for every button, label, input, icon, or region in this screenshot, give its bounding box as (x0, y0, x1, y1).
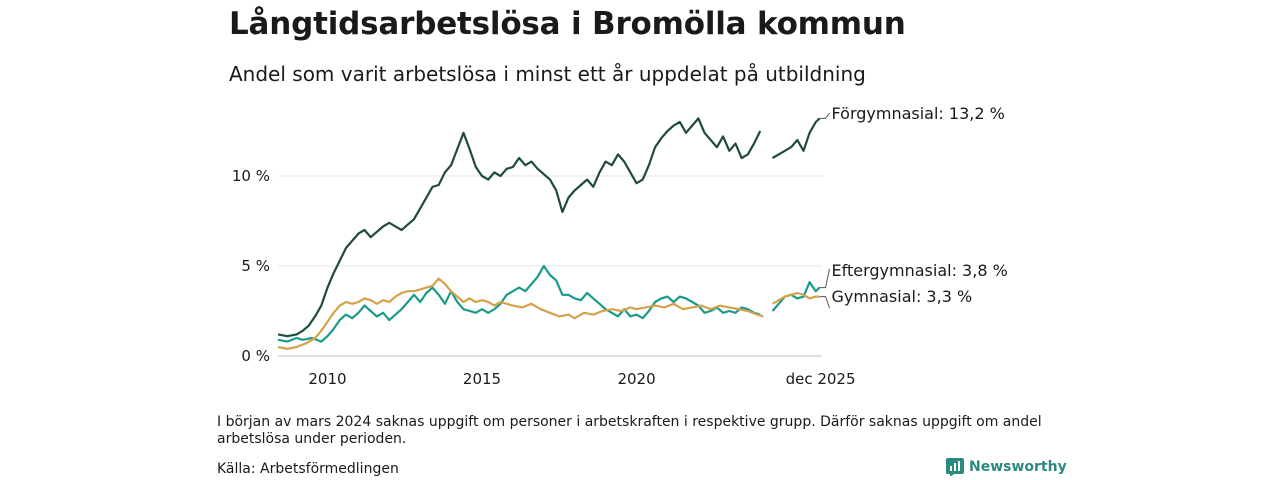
series-line-eftergymnasial (771, 281, 821, 312)
gridlines (278, 175, 822, 357)
series-labels: Förgymnasial: 13,2 % Eftergymnasial: 3,8 … (819, 104, 1008, 309)
y-tick-label: 5 % (241, 257, 270, 275)
series-label-gymnasial: Gymnasial: 3,3 % (832, 287, 973, 306)
series-line-gymnasial (277, 277, 764, 350)
y-tick-label: 0 % (241, 347, 270, 365)
series-line-gymnasial (771, 291, 820, 305)
y-axis-ticks: 0 % 5 % 10 % (232, 167, 270, 365)
series-line-förgymnasial (771, 117, 821, 159)
chart-subtitle: Andel som varit arbetslösa i minst ett å… (229, 62, 866, 86)
x-axis-ticks: 2010 2015 2020 dec 2025 (308, 370, 855, 388)
leader-line (819, 296, 830, 309)
series-label-förgymnasial: Förgymnasial: 13,2 % (832, 104, 1005, 123)
y-tick-label: 10 % (232, 167, 270, 185)
x-tick-label: 2010 (308, 370, 346, 388)
newsworthy-logo: Newsworthy (946, 458, 1067, 476)
x-tick-label: dec 2025 (786, 370, 856, 388)
leader-line (819, 112, 830, 119)
brand-name: Newsworthy (969, 459, 1067, 475)
newsworthy-icon (946, 458, 964, 476)
chart-title: Långtidsarbetslösa i Bromölla kommun (229, 6, 906, 42)
series-lines (277, 117, 821, 350)
series-line-eftergymnasial (277, 264, 761, 343)
source-credit: Källa: Arbetsförmedlingen (217, 461, 399, 477)
footnote: I början av mars 2024 saknas uppgift om … (217, 414, 1042, 447)
series-line-förgymnasial (277, 117, 762, 338)
leader-line (819, 268, 831, 289)
x-tick-label: 2020 (617, 370, 655, 388)
series-label-eftergymnasial: Eftergymnasial: 3,8 % (832, 261, 1008, 280)
x-tick-label: 2015 (463, 370, 501, 388)
